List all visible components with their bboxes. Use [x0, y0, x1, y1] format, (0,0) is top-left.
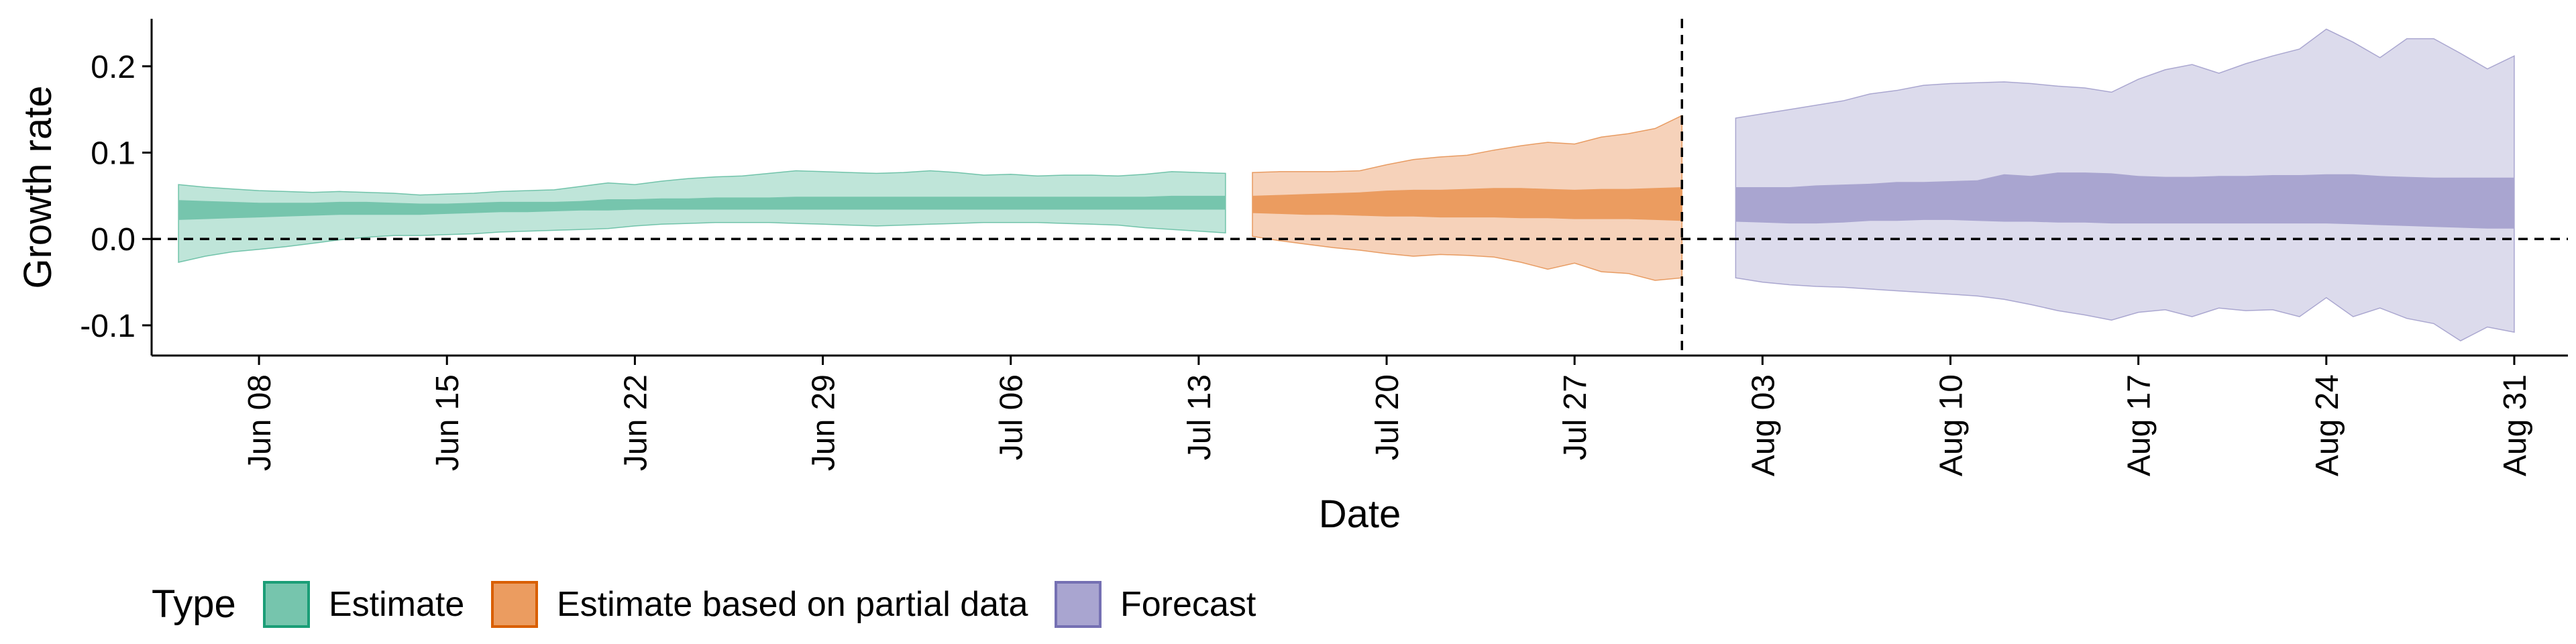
estimate-50-interval — [178, 195, 1226, 220]
legend-label-estimate: Estimate — [329, 585, 464, 624]
x-tick-label: Jun 15 — [430, 374, 466, 471]
estimate-based-on-partial-data-50-interval — [1252, 187, 1682, 221]
y-tick-label: 0.0 — [91, 222, 136, 258]
x-tick-label: Jun 29 — [806, 374, 842, 471]
x-tick-label: Jul 20 — [1370, 374, 1405, 460]
y-axis-title: Growth rate — [16, 86, 60, 289]
legend-title: Type — [152, 582, 236, 626]
x-tick-label: Aug 24 — [2310, 374, 2345, 476]
forecast-50-interval — [1735, 172, 2514, 229]
x-axis-title: Date — [1319, 492, 1401, 536]
x-tick-label: Aug 10 — [1934, 374, 1970, 476]
x-tick-label: Jul 13 — [1182, 374, 1218, 460]
legend-key-forecast — [1055, 581, 1102, 628]
y-tick-label: 0.2 — [91, 50, 136, 85]
legend-key-estimate-based-on-partial-data — [491, 581, 538, 628]
y-tick-label: 0.1 — [91, 136, 136, 172]
legend-label-estimate-based-on-partial-data: Estimate based on partial data — [557, 585, 1028, 624]
legend-key-estimate — [263, 581, 310, 628]
legend: Type Estimate Estimate based on partial da… — [152, 581, 1256, 628]
x-tick-label: Jul 06 — [994, 374, 1030, 460]
y-tick-label: -0.1 — [80, 309, 136, 344]
x-tick-label: Aug 03 — [1746, 374, 1781, 476]
x-tick-label: Jul 27 — [1558, 374, 1593, 460]
axes: 0.2 0.1 0.0 -0.1 Jun 08 Jun 15 Jun 22 Jun 29 Jul… — [16, 19, 2568, 536]
x-tick-label: Aug 31 — [2498, 374, 2533, 476]
legend-label-forecast: Forecast — [1120, 585, 1256, 624]
estimate-90-interval — [178, 170, 1226, 263]
x-tick-label: Jun 22 — [618, 374, 653, 471]
x-tick-label: Jun 08 — [242, 374, 278, 471]
x-tick-label: Aug 17 — [2122, 374, 2157, 476]
reference-lines — [152, 19, 2568, 356]
interval-bands — [178, 28, 2515, 341]
